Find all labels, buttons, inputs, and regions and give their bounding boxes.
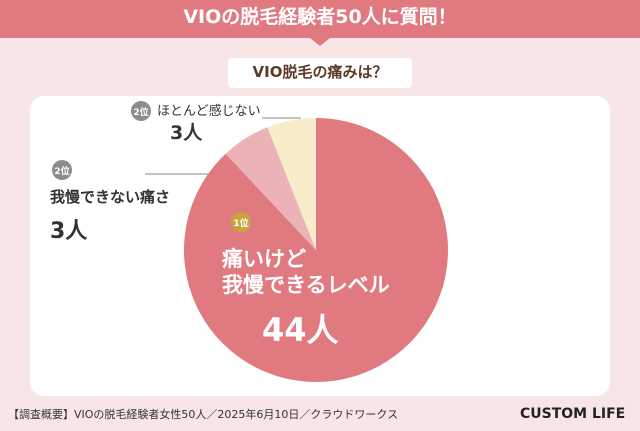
rank-badge	[231, 212, 251, 232]
value-label: 44人	[262, 311, 339, 349]
subtitle-box	[228, 58, 412, 88]
banner-notch	[310, 38, 330, 46]
rank-label: 2位	[133, 106, 148, 118]
pie-slice	[267, 118, 316, 250]
slice-label: 痛いけど 我慢できるレベル	[222, 247, 390, 298]
logo: CUSTOM LIFE	[520, 406, 626, 422]
chart-subtitle: VIO脱毛の痛みは？	[252, 63, 388, 81]
pie-slice	[225, 127, 316, 250]
footnote: 【調査概要】VIOの脱毛経験者女性50人／2025年6月10日／クラウドワークス	[8, 408, 399, 421]
chart-title: VIOの脱毛経験者50人に質問！	[183, 6, 457, 28]
rank-badge	[52, 160, 72, 180]
slice-label: 我慢できない痛さ	[50, 188, 171, 206]
rank-label: 1位	[233, 217, 248, 229]
pie-slice	[183, 118, 449, 383]
value-label: 3人	[170, 122, 203, 144]
rank-label: 2位	[54, 165, 69, 177]
rank-badge	[131, 101, 151, 121]
value-label: 3人	[50, 219, 88, 244]
slice-label: ほとんど感じない	[157, 104, 261, 119]
title-banner	[0, 0, 640, 38]
